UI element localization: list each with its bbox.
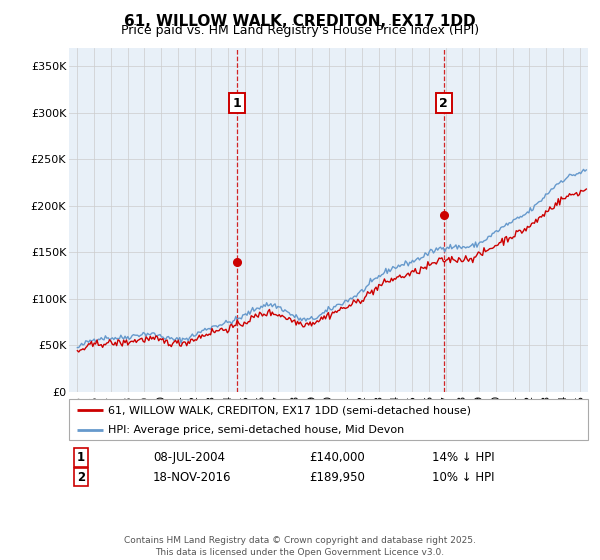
- Text: 1: 1: [232, 97, 241, 110]
- Text: 08-JUL-2004: 08-JUL-2004: [153, 451, 225, 464]
- Text: HPI: Average price, semi-detached house, Mid Devon: HPI: Average price, semi-detached house,…: [108, 424, 404, 435]
- Text: 61, WILLOW WALK, CREDITON, EX17 1DD: 61, WILLOW WALK, CREDITON, EX17 1DD: [124, 14, 476, 29]
- Text: 61, WILLOW WALK, CREDITON, EX17 1DD (semi-detached house): 61, WILLOW WALK, CREDITON, EX17 1DD (sem…: [108, 405, 471, 415]
- Text: £140,000: £140,000: [309, 451, 365, 464]
- Text: 2: 2: [439, 97, 448, 110]
- FancyBboxPatch shape: [69, 399, 588, 440]
- Text: Price paid vs. HM Land Registry's House Price Index (HPI): Price paid vs. HM Land Registry's House …: [121, 24, 479, 37]
- Text: 1: 1: [77, 451, 85, 464]
- Text: 10% ↓ HPI: 10% ↓ HPI: [432, 470, 494, 484]
- Text: 18-NOV-2016: 18-NOV-2016: [153, 470, 232, 484]
- Text: 2: 2: [77, 470, 85, 484]
- Text: Contains HM Land Registry data © Crown copyright and database right 2025.
This d: Contains HM Land Registry data © Crown c…: [124, 536, 476, 557]
- Text: 14% ↓ HPI: 14% ↓ HPI: [432, 451, 494, 464]
- Text: £189,950: £189,950: [309, 470, 365, 484]
